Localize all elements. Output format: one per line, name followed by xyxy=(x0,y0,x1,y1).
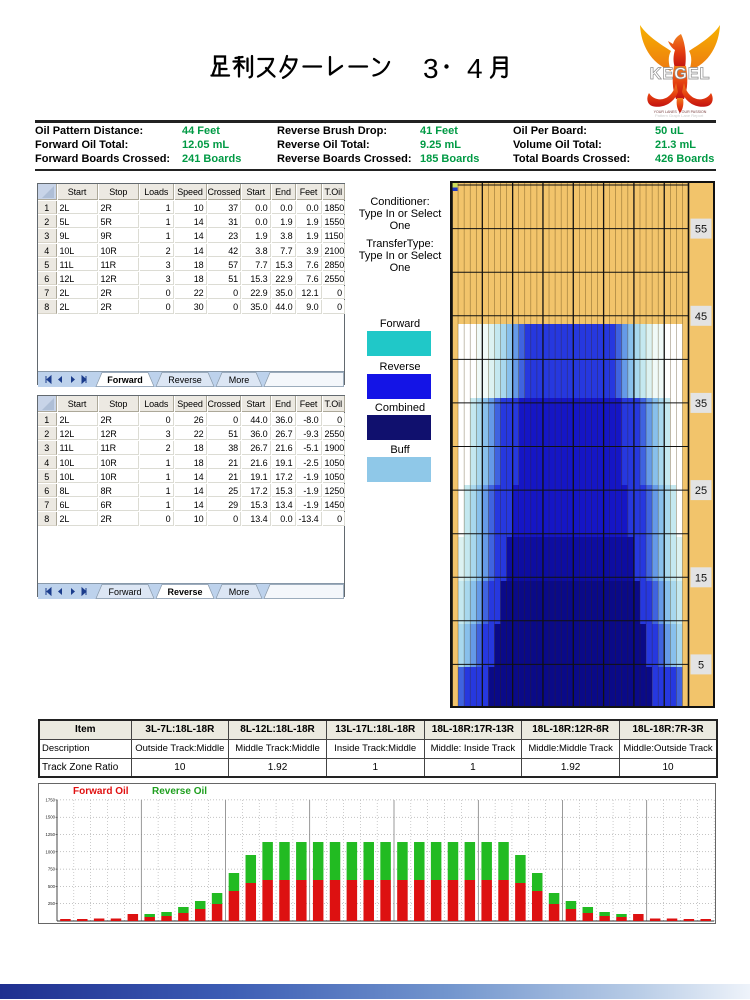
svg-text:4: 4 xyxy=(467,53,483,84)
svg-text:1750: 1750 xyxy=(45,797,55,802)
svg-text:KEGEL: KEGEL xyxy=(650,65,711,83)
svg-text:25: 25 xyxy=(695,485,707,497)
svg-text:1500: 1500 xyxy=(45,815,55,820)
svg-text:5: 5 xyxy=(698,659,704,671)
svg-text:35: 35 xyxy=(695,398,707,410)
svg-text:1000: 1000 xyxy=(45,849,55,854)
svg-text:YOUR LANES | OUR PASSION: YOUR LANES | OUR PASSION xyxy=(654,110,707,114)
svg-text:Forward Oil: Forward Oil xyxy=(73,786,129,797)
svg-text:15: 15 xyxy=(695,572,707,584)
svg-text:Reverse Oil: Reverse Oil xyxy=(152,786,207,797)
svg-text:250: 250 xyxy=(48,901,56,906)
svg-text:45: 45 xyxy=(695,311,707,323)
svg-text:More: More xyxy=(229,375,250,385)
svg-text:Forward: Forward xyxy=(108,587,141,597)
svg-text:More: More xyxy=(229,587,250,597)
svg-text:Forward: Forward xyxy=(107,375,143,385)
svg-text:Reverse: Reverse xyxy=(167,587,202,597)
svg-text:1250: 1250 xyxy=(45,832,55,837)
svg-text:3: 3 xyxy=(423,53,439,84)
svg-text:55: 55 xyxy=(695,224,707,236)
svg-text:750: 750 xyxy=(48,867,56,872)
svg-text:Reverse: Reverse xyxy=(168,375,202,385)
svg-text:500: 500 xyxy=(48,884,56,889)
